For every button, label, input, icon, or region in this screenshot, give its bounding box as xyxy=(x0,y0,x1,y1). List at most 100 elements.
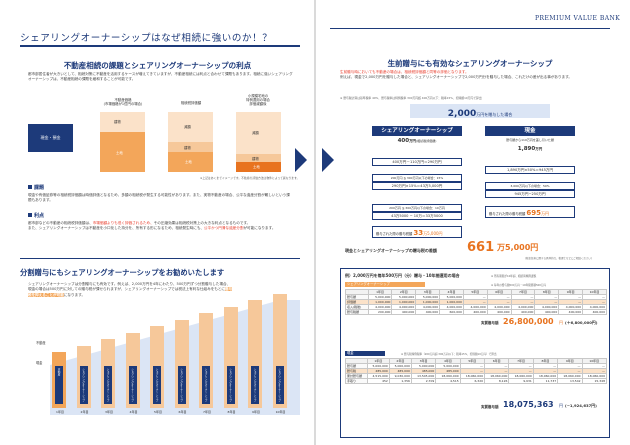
chart-col-label-2: 相続税評価額 xyxy=(180,101,202,105)
cash-total-diff: (−1,924,637円) xyxy=(565,403,597,408)
so-total-value: 26,800,000 xyxy=(503,317,554,326)
col2-land xyxy=(168,152,213,172)
cash-block: 現金・預金 xyxy=(28,124,73,152)
gift-year-label-8: 8年目 xyxy=(227,410,236,414)
table-cell: 400,000 xyxy=(462,309,488,315)
col-a-v5: 200万円 ≦ 300万円以下の場合：10万円 xyxy=(372,204,462,212)
table-cell: 4,515 xyxy=(435,378,461,384)
gift-bar-label-2: シェアリングオーナーシップ xyxy=(81,368,85,402)
gift-year-label-4: 4年目 xyxy=(129,410,138,414)
table-cell: 400,000 xyxy=(558,309,584,315)
col-a-v1-unit: 万円 xyxy=(409,139,417,143)
gift-bar-cash-1 xyxy=(55,366,63,404)
col-a-v1-note: (相続税評価額) xyxy=(416,139,437,143)
sec2-text-3: になります。 xyxy=(63,292,86,297)
right-note: ※ 贈与税計算は基準税率 40%、贈与税率は特例税率 300万円超 400万円以… xyxy=(340,96,482,100)
table-row-header: 手取り xyxy=(345,378,368,384)
gift-bar-cash-7 xyxy=(202,366,210,404)
col2-building xyxy=(168,142,213,152)
cash-total: 実質贈与額 18,075,363 円 (−1,924,637円) xyxy=(421,389,601,419)
col-a-title: シェアリングオーナーシップ xyxy=(372,126,462,136)
so-total-diff: (＋6,800,000円) xyxy=(565,320,598,325)
so-total-label: 実質贈与額 xyxy=(481,321,499,325)
gift-year-label-1: 1年目 xyxy=(56,410,64,414)
gift-bar-label-5: シェアリングオーナーシップ xyxy=(155,368,158,402)
gift-bar-label-8: シェアリングオーナーシップ xyxy=(228,368,232,402)
table-row: 贈与税額 200,000 400,000 400,000 600,000 400,000 4… xyxy=(345,309,607,315)
col-b-result: 贈与された際の贈与税額 695万円 xyxy=(485,206,575,218)
right-hl-1: 生前贈与時においても不動産の場合は、 xyxy=(340,70,405,74)
table-cell: 6,320 xyxy=(459,378,486,384)
gift-year-label-7: 7年目 xyxy=(203,410,211,414)
table-row-header: 贈与税額 xyxy=(345,309,369,315)
section2-title: 分割贈与にもシェアリングオーナーシップをお勧めいたします xyxy=(20,268,225,277)
right-hl-2: 相続税評価額と同等の評価となります。 xyxy=(404,70,469,74)
property-chart: 現金・預金 不動産価格 (市場価格が1億円の場合) 相続税評価額 小規模宅地の … xyxy=(28,92,293,172)
main-title: シェアリングオーナーシップはなぜ相続に強いのか！？ xyxy=(20,33,273,44)
section1-body: 都市部居住者が大きいとして、相続対策に不動産を活用するケースが増えてきていますが… xyxy=(28,72,293,82)
gift-bar-cash-10 xyxy=(275,366,284,404)
col-a-result: 贈与された際の贈与税額 33万5,000円 xyxy=(372,226,462,238)
col2-building-label: 建物 xyxy=(184,146,191,150)
table-row: 累計贈与額 4,515,000 9,030,000 13,545,000 18,060,… xyxy=(345,373,608,379)
gift-bar-cash-9 xyxy=(251,366,259,404)
left-arrow-icon xyxy=(295,148,307,172)
merit-heading: 利点 xyxy=(28,212,293,219)
sec2-text-1: シェアリングオーナーシップは分割贈与にも有効です。例えば、2,000万円を4年に… xyxy=(28,282,231,292)
merit-text-1: 都市部などの不動産の相続税評価額は、 xyxy=(28,221,93,225)
so-total: 実質贈与額 26,800,000 円 (＋6,800,000円) xyxy=(421,315,601,335)
merit-text-2: その圧縮効果は相続税対策上の大きな利点となるものです。 xyxy=(153,221,251,225)
table-cell: 600,000 xyxy=(439,309,464,315)
cash-label: 現金 xyxy=(345,351,385,356)
gift-bar-label-1: 不動産 xyxy=(57,368,60,376)
so-total-unit: 円 xyxy=(559,320,563,325)
col1-land-label: 土地 xyxy=(116,151,123,155)
merit-highlight-2: 公平かつ円滑な遺産分割 xyxy=(203,226,244,231)
table-cell: 400,000 xyxy=(391,309,417,315)
right-top-rule xyxy=(330,28,610,29)
right-arrow-icon xyxy=(322,148,334,172)
table-panel: 例）2,000万円を毎年500万円（分）贈与・10年間運用の場合 ※ 所有期間が… xyxy=(340,268,610,438)
col3-building xyxy=(236,154,281,162)
merit-body: 都市部などの不動産の相続税評価額は、市場価額よりも低く評価されるため、その圧縮効… xyxy=(28,221,293,232)
amount-value: 2,000 xyxy=(447,109,477,119)
brand-logo: PREMIUM VALUE BANK xyxy=(535,15,621,22)
gift-chart: 不動産 現金 不動産 1年目 シェアリングオーナーシップ 2年目 シェアリングオーナーシ… xyxy=(30,293,305,420)
table-cell: 200,000 xyxy=(367,309,393,315)
col-b-title: 現金 xyxy=(485,126,575,136)
col2-reduce-label: 減額 xyxy=(184,125,191,129)
table-row: 手取り 452 1,356 2,709 4,515 6,320 8,126 9,931 11,7… xyxy=(345,378,608,384)
cash-total-label: 実質贈与額 xyxy=(481,405,499,409)
col-b-result-label: 贈与された際の贈与税額 xyxy=(489,212,526,216)
issue-square-icon xyxy=(28,185,32,189)
issue-title: 課題 xyxy=(34,185,45,191)
section-divider xyxy=(20,258,300,259)
gift-year-label-9: 9年目 xyxy=(252,410,260,414)
col-b-v1-note: 贈与額から110万円を差し引いた額 xyxy=(506,138,554,142)
gift-bar-label-7: シェアリングオーナーシップ xyxy=(204,368,207,402)
col-a-v1-num: 400 xyxy=(397,138,410,144)
col1-land xyxy=(100,132,145,172)
so-table: 1年目 2年目 3年目 4年目 5年目 6年目 7年目 8年目 9年目 10年目 贈与額 5,000,… xyxy=(345,289,607,315)
gift-year-label-5: 5年目 xyxy=(154,410,162,414)
col-b-result-unit: 万円 xyxy=(540,211,549,216)
table-title: 例）2,000万円を毎年500万円（分）贈与・10年間運用の場合 xyxy=(345,273,460,278)
table-cell: 11,737 xyxy=(532,378,559,384)
table-cell: 15,348 xyxy=(581,378,608,384)
col-a-v4: 290万円×15%＝43万5,000円 xyxy=(372,182,462,190)
chart-col-label-3: 小規模宅地の 特例適用の場合 評価減額後 xyxy=(246,94,270,106)
sec2-text-2: 税法上有利な仕組みをもとに xyxy=(178,287,226,292)
col-a-result-value: 33 xyxy=(413,229,424,237)
table-row: 収入(税後) 4,000,000 4,000,000 4,000,000 4,000,0… xyxy=(345,304,607,310)
cash-table: 1年目 2年目 3年目 4年目 5年目 6年目 7年目 8年目 9年目 10年目 贈与額 5,000,… xyxy=(345,358,608,384)
table-cell: 400,000 xyxy=(510,309,536,315)
so-note: ※ 毎年の贈与額500万円・10年間累積500万円 xyxy=(491,284,547,287)
gift-bar-label-3: シェアリングオーナーシップ xyxy=(106,368,109,402)
title-underline xyxy=(20,45,300,47)
so-label: シェアリングオーナーシップ xyxy=(345,282,425,287)
gift-bar-label-6: シェアリングオーナーシップ xyxy=(179,368,183,402)
cash-total-unit: 円 xyxy=(559,403,563,408)
table-cell: 400,000 xyxy=(534,309,560,315)
diff-block: 現金とシェアリングオーナーシップの贈与税の差額 661 万5,000円 (税金負… xyxy=(345,240,610,262)
